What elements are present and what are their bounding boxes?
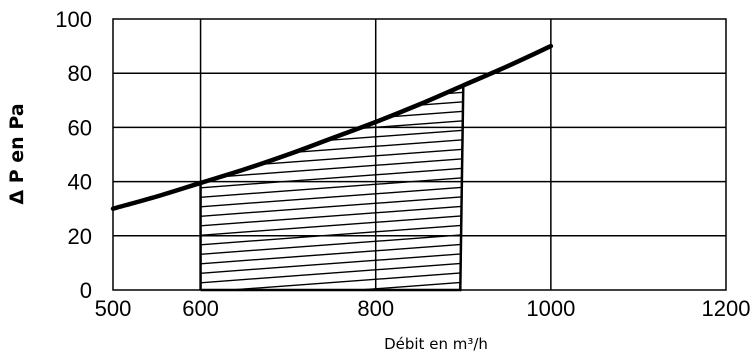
hatch-line xyxy=(200,157,464,180)
hatch-line xyxy=(200,148,464,171)
hatch-line xyxy=(200,85,464,95)
x-tick-label: 1000 xyxy=(526,296,575,321)
y-tick-label: 100 xyxy=(55,7,92,32)
hatched-region xyxy=(191,0,471,322)
grid xyxy=(113,19,726,290)
hatch-line xyxy=(191,0,471,17)
x-tick-label: 800 xyxy=(357,296,394,321)
hatch-line xyxy=(191,291,471,312)
hatch-line xyxy=(200,205,464,228)
hatch-line xyxy=(200,176,464,199)
y-axis-title: Δ P en Pa xyxy=(6,103,28,204)
hatch-line xyxy=(191,35,471,56)
hatch-line xyxy=(200,138,464,161)
y-tick-label: 80 xyxy=(68,61,92,86)
hatch-line xyxy=(191,301,471,322)
hatch-line xyxy=(200,100,464,123)
y-tick-label: 60 xyxy=(68,115,92,140)
x-tick-label: 600 xyxy=(182,296,219,321)
hatch-line xyxy=(191,0,471,8)
x-tick-labels: 500 600 800 1000 1200 xyxy=(95,296,751,321)
hatch-line xyxy=(200,195,464,218)
hatch-line xyxy=(200,281,464,291)
hatch-line xyxy=(200,243,464,266)
x-axis-title: Débit en m³/h xyxy=(384,335,488,353)
y-tick-label: 20 xyxy=(68,224,92,249)
hatch-line xyxy=(191,6,471,27)
hatch-line xyxy=(200,252,464,275)
hatch-line xyxy=(200,224,464,247)
hatch-line xyxy=(200,214,464,237)
y-tick-label: 0 xyxy=(80,278,92,303)
y-tick-labels: 0 20 40 60 80 100 xyxy=(55,7,92,303)
hatch-line xyxy=(191,54,471,75)
plot-frame xyxy=(112,18,727,291)
hatch-line xyxy=(191,44,471,65)
series-line xyxy=(110,43,554,211)
hatch-line xyxy=(200,110,464,133)
hatch-line xyxy=(200,262,464,285)
hatch-line xyxy=(191,25,471,46)
x-tick-label: 1200 xyxy=(702,296,751,321)
hatch-line xyxy=(200,167,464,190)
hatch-line xyxy=(200,186,464,209)
x-tick-label: 500 xyxy=(95,296,132,321)
hatch-line xyxy=(200,233,464,256)
y-tick-label: 40 xyxy=(68,170,92,195)
